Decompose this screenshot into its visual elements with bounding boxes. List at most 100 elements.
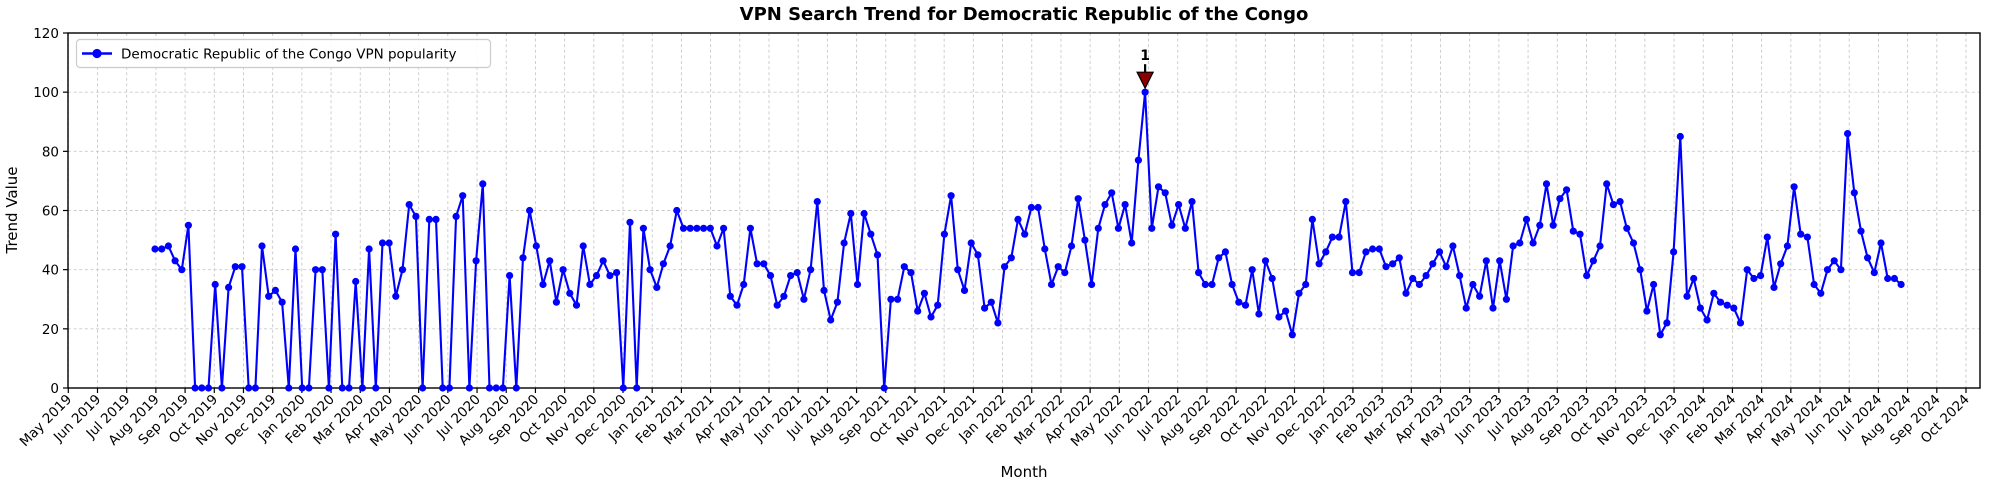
data-point-marker <box>1844 130 1852 138</box>
data-point-marker <box>1757 272 1765 280</box>
data-point-marker <box>753 260 761 268</box>
data-point-marker <box>552 298 561 306</box>
data-point-marker <box>285 384 293 392</box>
data-point-marker <box>345 384 353 392</box>
data-point-marker <box>1021 230 1029 238</box>
legend-box <box>75 38 492 69</box>
data-point-marker <box>1790 183 1798 191</box>
data-point-marker <box>265 292 273 300</box>
data-point-marker <box>312 266 320 274</box>
data-point-marker <box>1188 198 1196 206</box>
data-point-marker <box>338 384 346 392</box>
data-point-marker <box>539 280 547 289</box>
data-point-marker <box>358 384 366 392</box>
data-point-marker <box>1650 280 1658 289</box>
data-point-marker <box>1690 274 1698 283</box>
data-point-marker <box>492 384 500 392</box>
data-point-marker <box>1415 280 1423 289</box>
data-point-marker <box>1181 224 1189 232</box>
data-point-marker <box>1456 272 1464 280</box>
data-point-marker <box>1175 201 1183 209</box>
data-point-marker <box>733 301 741 309</box>
data-point-marker <box>1195 269 1203 277</box>
data-point-marker <box>1596 242 1604 250</box>
data-point-marker <box>981 304 989 312</box>
data-point-marker <box>278 298 286 306</box>
data-point-marker <box>853 280 862 289</box>
data-point-marker <box>633 384 641 392</box>
data-point-marker <box>1108 189 1116 197</box>
data-point-marker <box>974 251 982 259</box>
data-point-marker <box>204 384 213 392</box>
trend-series <box>151 88 1905 392</box>
data-point-marker <box>184 221 192 229</box>
data-point-marker <box>900 263 908 271</box>
data-point-marker <box>465 384 473 392</box>
data-point-marker <box>659 260 668 268</box>
data-point-marker <box>1315 260 1323 268</box>
data-point-marker <box>833 298 842 306</box>
data-point-marker <box>1603 180 1611 188</box>
data-point-marker <box>1823 266 1832 274</box>
data-point-marker <box>1288 331 1296 339</box>
data-point-marker <box>1783 242 1791 250</box>
data-point-marker <box>947 192 955 200</box>
data-point-marker <box>1395 254 1403 262</box>
data-point-marker <box>1797 230 1805 238</box>
y-tick-label: 100 <box>33 85 59 101</box>
data-point-marker <box>392 292 400 300</box>
data-point-marker <box>412 212 420 220</box>
data-point-marker <box>1081 236 1089 244</box>
data-point-marker <box>385 239 393 247</box>
data-point-marker <box>1442 263 1450 271</box>
data-point-marker <box>372 384 380 392</box>
y-axis-label: Trend Value <box>3 166 21 254</box>
data-point-marker <box>1469 280 1477 289</box>
data-point-marker <box>1890 274 1898 283</box>
data-point-marker <box>954 266 962 274</box>
data-point-marker <box>1208 280 1216 289</box>
data-point-marker <box>927 313 935 321</box>
data-point-marker <box>1275 313 1283 321</box>
data-point-marker <box>1114 224 1122 232</box>
data-point-marker <box>1088 280 1096 289</box>
data-point-marker <box>1067 242 1076 250</box>
data-point-marker <box>459 192 467 200</box>
data-point-marker <box>1422 272 1430 280</box>
data-point-marker <box>1221 248 1229 256</box>
data-point-marker <box>1656 331 1664 339</box>
y-tick-label: 80 <box>42 144 59 160</box>
data-point-marker <box>1402 289 1410 297</box>
data-point-marker <box>706 224 714 232</box>
data-point-marker <box>1241 301 1250 309</box>
legend-label: Democratic Republic of the Congo VPN pop… <box>121 47 457 63</box>
data-point-marker <box>1542 180 1551 188</box>
data-point-marker <box>1516 239 1524 247</box>
data-point-marker <box>1837 266 1845 274</box>
data-point-marker <box>1563 186 1571 194</box>
tick-marks <box>63 32 1967 393</box>
data-point-marker <box>1054 263 1062 271</box>
data-point-marker <box>1489 304 1497 312</box>
data-point-marker <box>1716 298 1725 306</box>
data-point-marker <box>1328 233 1336 241</box>
data-point-marker <box>352 277 360 286</box>
data-point-marker <box>1877 239 1885 247</box>
data-point-marker <box>646 266 654 274</box>
data-point-marker <box>158 245 166 253</box>
data-point-marker <box>1629 239 1638 247</box>
data-point-marker <box>218 384 226 392</box>
data-point-marker <box>1268 274 1276 283</box>
data-point-marker <box>860 209 868 218</box>
data-point-marker <box>613 269 621 277</box>
data-point-marker <box>1001 263 1009 271</box>
data-point-marker <box>1382 263 1390 271</box>
data-point-marker <box>967 239 975 247</box>
data-point-marker <box>1663 319 1671 327</box>
y-tick-label: 120 <box>33 26 59 42</box>
legend: Democratic Republic of the Congo VPN pop… <box>75 38 492 69</box>
data-point-marker <box>606 272 614 280</box>
data-point-marker <box>1810 280 1818 289</box>
data-point-marker <box>1670 248 1678 256</box>
